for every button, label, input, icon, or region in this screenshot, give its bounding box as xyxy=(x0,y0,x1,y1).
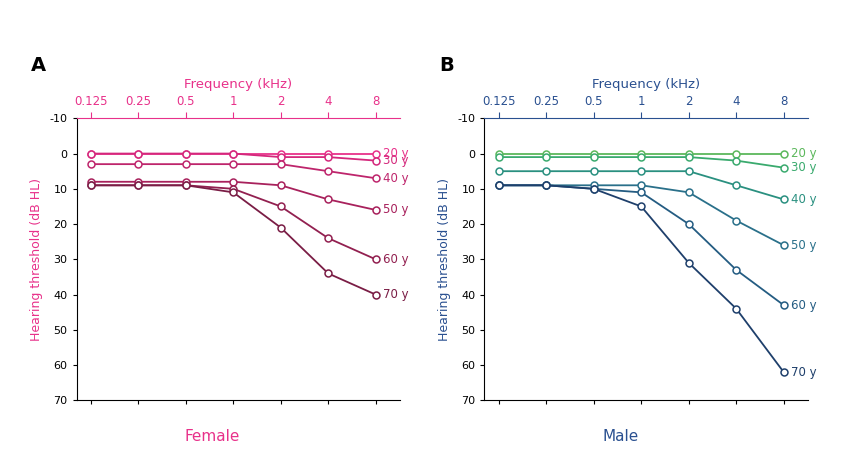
Text: 70 y: 70 y xyxy=(790,366,817,379)
X-axis label: Frequency (kHz): Frequency (kHz) xyxy=(592,78,700,91)
Text: 20 y: 20 y xyxy=(790,147,817,160)
Y-axis label: Hearing threshold (dB HL): Hearing threshold (dB HL) xyxy=(438,178,450,341)
Text: 70 y: 70 y xyxy=(382,288,409,301)
Text: 60 y: 60 y xyxy=(790,298,817,312)
Text: B: B xyxy=(439,56,454,75)
Text: 50 y: 50 y xyxy=(382,203,408,217)
Text: 30 y: 30 y xyxy=(382,154,408,167)
Text: 40 y: 40 y xyxy=(382,172,409,185)
Y-axis label: Hearing threshold (dB HL): Hearing threshold (dB HL) xyxy=(30,178,42,341)
Text: Female: Female xyxy=(184,429,240,444)
Text: 40 y: 40 y xyxy=(790,193,817,206)
X-axis label: Frequency (kHz): Frequency (kHz) xyxy=(184,78,292,91)
Text: Male: Male xyxy=(602,429,638,444)
Text: 20 y: 20 y xyxy=(382,147,409,160)
Text: 60 y: 60 y xyxy=(382,253,409,266)
Text: 30 y: 30 y xyxy=(790,161,816,174)
Text: A: A xyxy=(31,56,47,75)
Text: 50 y: 50 y xyxy=(790,239,816,252)
